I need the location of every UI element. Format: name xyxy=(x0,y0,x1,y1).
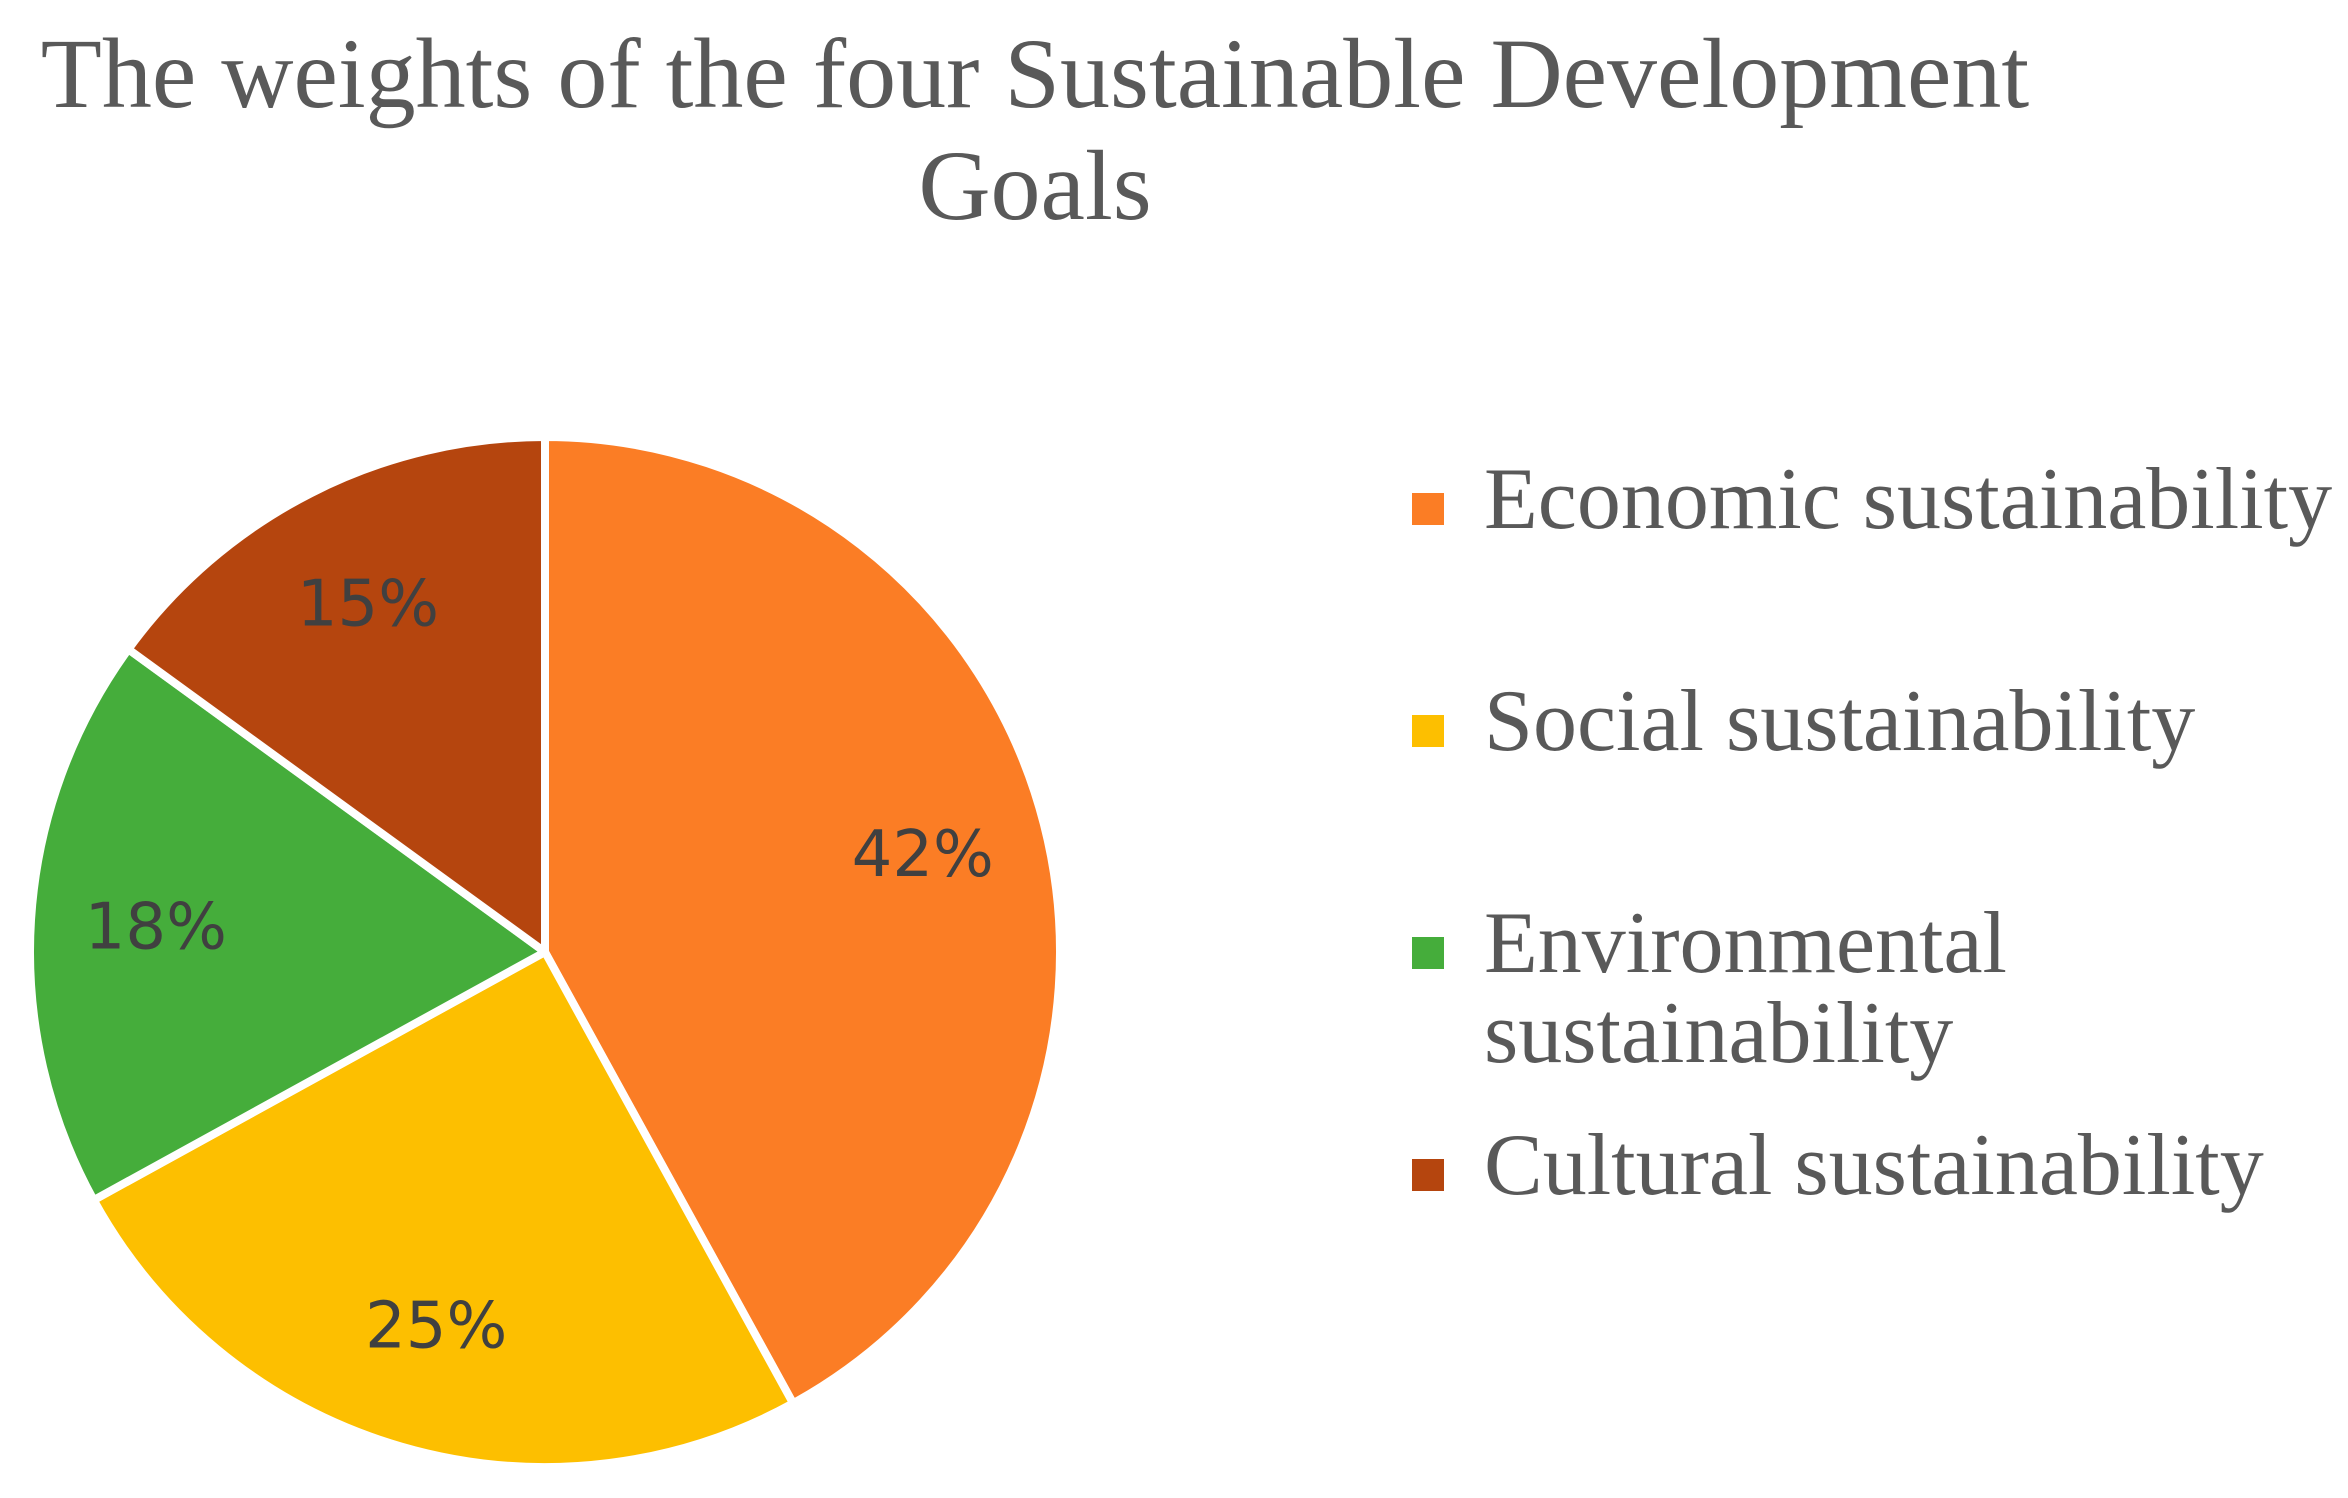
legend-label-social: Social sustainability xyxy=(1484,673,2196,770)
pie-slices xyxy=(26,433,1064,1471)
legend-swatch-economic xyxy=(1412,493,1444,525)
pie-slice-environmental xyxy=(26,645,549,1205)
pie-slice-labels: 42% 25% 18% 15% xyxy=(85,568,994,1364)
legend-item-social: Social sustainability xyxy=(1412,677,2342,767)
pie-slice-label-cultural: 15% xyxy=(297,568,439,642)
pie-slice-label-environmental: 18% xyxy=(85,891,227,965)
pie-slice-label-social: 25% xyxy=(365,1290,507,1364)
pie-slice-label-economic: 42% xyxy=(852,818,994,892)
chart-title-line-2: Goals xyxy=(918,130,1152,241)
chart-title: The weights of the four Sustainable Deve… xyxy=(0,18,2070,242)
legend-label-economic: Economic sustainability xyxy=(1484,451,2333,548)
chart-title-line-1: The weights of the four Sustainable Deve… xyxy=(40,18,2030,129)
pie-slice-social xyxy=(89,948,798,1471)
legend-swatch-cultural xyxy=(1412,1159,1444,1191)
legend-item-environmental: Environmental sustainability xyxy=(1412,899,2342,1079)
pie-slice-cultural xyxy=(124,433,549,956)
legend-label-environmental: Environmental sustainability xyxy=(1484,895,2007,1082)
pie-slice-economic xyxy=(541,433,1064,1408)
legend-item-economic: Economic sustainability xyxy=(1412,455,2342,545)
legend-swatch-social xyxy=(1412,715,1444,747)
legend-item-cultural: Cultural sustainability xyxy=(1412,1121,2342,1211)
legend-label-cultural: Cultural sustainability xyxy=(1484,1117,2264,1214)
legend-swatch-environmental xyxy=(1412,937,1444,969)
